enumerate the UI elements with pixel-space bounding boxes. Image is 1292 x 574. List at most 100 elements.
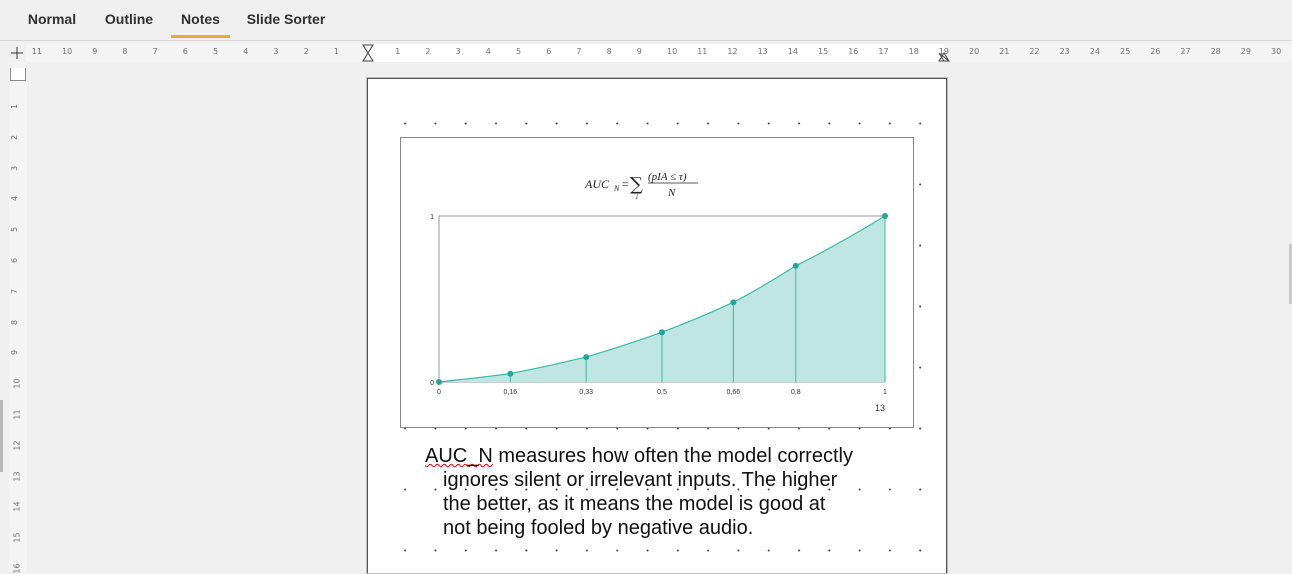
notes-line-3: the better, as it means the model is goo…	[443, 493, 826, 515]
ruler-label: 9	[92, 47, 98, 56]
tab-slide-sorter[interactable]: Slide Sorter	[246, 11, 326, 27]
ruler-label: 15	[12, 532, 22, 543]
x-tick-label: 0	[437, 389, 441, 396]
ruler-label: 5	[213, 47, 219, 56]
data-point	[583, 354, 590, 361]
ruler-label: 1	[333, 47, 339, 56]
ruler-label: 6	[546, 47, 552, 56]
formula-denominator: N	[667, 187, 676, 199]
ruler-label: 6	[10, 257, 20, 264]
tab-outline[interactable]: Outline	[104, 11, 154, 27]
ruler-label: 2	[425, 47, 431, 56]
ruler-label: 18	[908, 47, 919, 56]
ruler-label: 4	[10, 196, 20, 202]
svg-text:=: =	[621, 177, 629, 191]
ruler-label: 14	[787, 47, 798, 56]
x-tick-label: 0,5	[657, 389, 667, 396]
tab-notes[interactable]: Notes	[171, 0, 230, 38]
ruler-label: 1	[395, 47, 401, 56]
ruler-label: 2	[10, 134, 20, 140]
ruler-label: 22	[1029, 47, 1040, 56]
auc-area-chart: 0 0,16 0,33 0,5 0,66 0,8 1 0 1 13	[430, 213, 888, 413]
ruler-label: 30	[1271, 47, 1282, 56]
slide-number: 13	[875, 403, 885, 413]
x-tick-label: 0,33	[579, 389, 593, 396]
ruler-label: 16	[12, 563, 22, 574]
ruler-label: 15	[818, 47, 829, 56]
ruler-label: 13	[12, 471, 22, 482]
notes-line-4: not being fooled by negative audio.	[443, 517, 754, 539]
x-tick-label: 0,66	[727, 389, 741, 396]
ruler-label: 12	[12, 440, 22, 451]
ruler-label: 7	[152, 47, 158, 56]
notes-line-2: ignores silent or irrelevant inputs. The…	[443, 469, 838, 491]
x-tick-label: 0,8	[791, 389, 801, 396]
data-point	[507, 370, 514, 377]
speaker-notes-text[interactable]: AUC_N measures how often the model corre…	[425, 444, 895, 540]
formula-lhs-sub: N	[613, 184, 620, 193]
ruler-label: 13	[757, 47, 768, 56]
ruler-label: 7	[576, 47, 582, 56]
ruler-label: 1	[10, 103, 20, 110]
ruler-label: 27	[1180, 47, 1191, 56]
formula-numerator: (pIA ≤ τ)	[648, 171, 687, 183]
ruler-label: 14	[12, 501, 22, 512]
formula-sum-index: i	[636, 193, 638, 201]
vertical-ruler[interactable]: 1 2 3 4 5 6 7 8 9 10 11 12 13 14 15 16	[9, 62, 27, 574]
ruler-label: 25	[1120, 47, 1131, 56]
ruler-label: 23	[1059, 47, 1070, 56]
ruler-label: 3	[455, 47, 461, 56]
ruler-label: 8	[606, 47, 612, 56]
left-edge-marker	[0, 400, 3, 472]
ruler-label: 8	[122, 47, 128, 56]
ruler-label: 3	[273, 47, 279, 56]
ruler-corner-icon[interactable]	[9, 44, 26, 62]
ruler-label: 9	[636, 47, 642, 56]
x-tick-label: 1	[883, 389, 887, 396]
data-point	[792, 262, 799, 269]
data-point	[436, 379, 442, 385]
ruler-label: 26	[1150, 47, 1161, 56]
area-fill	[439, 216, 885, 382]
ruler-label: 28	[1210, 47, 1221, 56]
ruler-label: 11	[697, 47, 708, 56]
ruler-label: 10	[62, 47, 73, 56]
ruler-label: 4	[485, 47, 491, 56]
ruler-label: 6	[182, 47, 188, 56]
ruler-label: 12	[727, 47, 738, 56]
horizontal-ruler[interactable]: 11 10 9 8 7 6 5 4 3 2 1 1 2 3 4 5 6 7 8 9 10 11 12 13 14 15 16 17 18…	[26, 44, 1292, 62]
ruler-label: 8	[10, 319, 20, 325]
ruler-label: 7	[10, 288, 20, 294]
ruler-label: 29	[1240, 47, 1251, 56]
ruler-label: 2	[303, 47, 309, 56]
ruler-label: 20	[969, 47, 980, 56]
y-tick-label: 0	[430, 380, 434, 387]
data-point	[882, 213, 888, 219]
svg-text:∑: ∑	[630, 174, 643, 195]
ruler-label: 4	[243, 47, 249, 56]
y-tick-label: 1	[430, 214, 434, 221]
indent-marker-icon	[362, 44, 374, 62]
view-tabbar: Normal Outline Notes Slide Sorter	[0, 0, 1292, 41]
ruler-label: 5	[516, 47, 522, 56]
ruler-label: 3	[10, 165, 20, 171]
data-point	[730, 299, 737, 306]
ruler-label: 11	[12, 409, 22, 420]
ruler-label: 10	[667, 47, 678, 56]
auc-formula: AUC N = ∑ i (pIA ≤ τ) N	[584, 168, 705, 208]
x-tick-label: 0,16	[504, 389, 518, 396]
ruler-label: 5	[10, 227, 20, 233]
ruler-label: 11	[31, 47, 42, 56]
ruler-label: 17	[878, 47, 889, 56]
right-indent-marker-icon	[938, 52, 951, 62]
ruler-label: 24	[1089, 47, 1100, 56]
vertical-scrollbar[interactable]	[1289, 244, 1292, 304]
data-point	[659, 329, 665, 336]
ruler-label: 19	[938, 47, 949, 56]
ruler-label: 9	[10, 350, 20, 356]
formula-lhs: AUC	[584, 177, 610, 191]
tab-normal[interactable]: Normal	[27, 11, 77, 27]
ruler-label: 16	[848, 47, 859, 56]
ruler-label: 21	[999, 47, 1010, 56]
ruler-label: 10	[12, 378, 22, 389]
